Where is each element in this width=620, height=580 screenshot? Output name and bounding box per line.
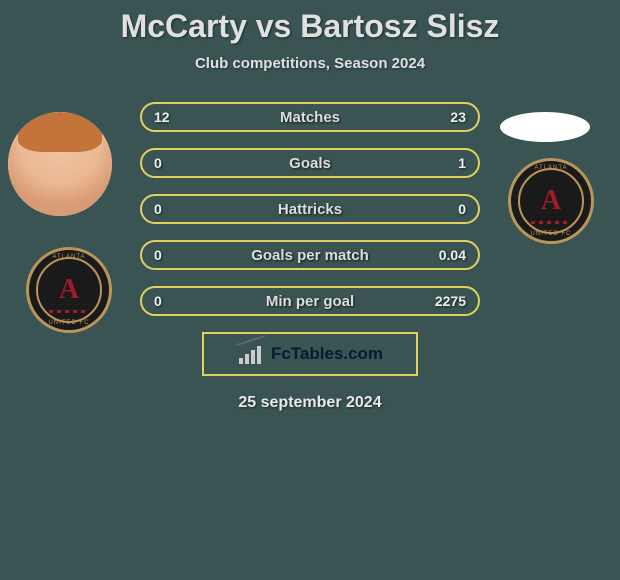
player-right-club-logo: ATLANTA A UNITED FC xyxy=(508,158,594,244)
stat-label: Min per goal xyxy=(266,293,354,310)
comparison-subtitle: Club competitions, Season 2024 xyxy=(0,55,620,72)
stat-right-value: 2275 xyxy=(426,293,466,309)
stat-right-value: 23 xyxy=(426,109,466,125)
player-face-placeholder xyxy=(8,112,112,216)
stat-right-value: 0.04 xyxy=(426,247,466,263)
stat-label: Matches xyxy=(280,109,340,126)
stat-left-value: 0 xyxy=(154,247,194,263)
stat-left-value: 12 xyxy=(154,109,194,125)
club-logo-letter: A xyxy=(59,274,79,306)
stat-left-value: 0 xyxy=(154,155,194,171)
stat-row: 0 Goals per match 0.04 xyxy=(140,240,480,270)
stats-container: 12 Matches 23 0 Goals 1 0 Hattricks 0 0 Goals per … xyxy=(140,102,480,316)
stat-left-value: 0 xyxy=(154,201,194,217)
stat-left-value: 0 xyxy=(154,293,194,309)
stat-label: Goals per match xyxy=(251,247,369,264)
branding-text: FcTables.com xyxy=(271,344,383,364)
club-logo-text-bottom: UNITED FC xyxy=(29,320,109,326)
club-logo-letter: A xyxy=(541,185,561,217)
comparison-title: McCarty vs Bartosz Slisz xyxy=(0,0,620,45)
comparison-date: 25 september 2024 xyxy=(0,394,620,412)
stat-label: Goals xyxy=(289,155,331,172)
club-logo-text-bottom: UNITED FC xyxy=(511,231,591,237)
comparison-content: ATLANTA A UNITED FC ATLANTA A UNITED FC … xyxy=(0,102,620,412)
player-right-photo xyxy=(500,112,590,142)
stat-row: 0 Goals 1 xyxy=(140,148,480,178)
fctables-icon xyxy=(237,344,265,364)
stat-row: 12 Matches 23 xyxy=(140,102,480,132)
stat-right-value: 1 xyxy=(426,155,466,171)
stat-label: Hattricks xyxy=(278,201,342,218)
stat-row: 0 Min per goal 2275 xyxy=(140,286,480,316)
player-left-club-logo: ATLANTA A UNITED FC xyxy=(26,247,112,333)
branding-box: FcTables.com xyxy=(202,332,418,376)
player-left-photo xyxy=(8,112,112,216)
stat-row: 0 Hattricks 0 xyxy=(140,194,480,224)
stat-right-value: 0 xyxy=(426,201,466,217)
